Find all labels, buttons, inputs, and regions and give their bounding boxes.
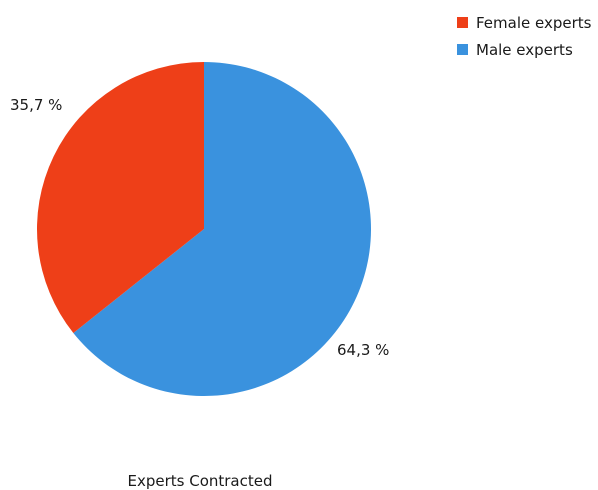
- pie-slice-male[interactable]: [73, 62, 372, 396]
- pie-slice-labels: 35,7 % 64,3 %: [10, 96, 389, 359]
- pie-slices: [37, 62, 372, 396]
- legend-swatch-male: [457, 44, 468, 55]
- slice-label-female: 35,7 %: [10, 96, 62, 114]
- chart-title: Experts Contracted: [127, 472, 273, 490]
- pie-slice-female[interactable]: [37, 62, 204, 334]
- legend-item-female[interactable]: Female experts: [457, 14, 592, 32]
- slice-label-male: 64,3 %: [337, 341, 389, 359]
- legend-item-male[interactable]: Male experts: [457, 41, 573, 59]
- legend-label-female: Female experts: [476, 14, 592, 32]
- legend-label-male: Male experts: [476, 41, 573, 59]
- chart-legend: Female experts Male experts: [457, 14, 592, 59]
- legend-swatch-female: [457, 17, 468, 28]
